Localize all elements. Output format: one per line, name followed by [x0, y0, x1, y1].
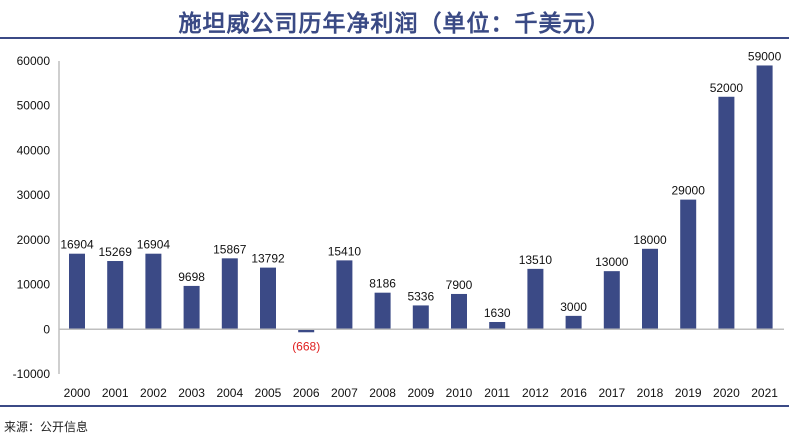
bar-2006	[298, 329, 315, 333]
chart-title: 施坦威公司历年净利润（单位：千美元）	[178, 11, 611, 37]
data-label-2005: 13792	[251, 252, 285, 266]
bar-2007	[336, 260, 353, 330]
y-tick-label: 0	[43, 322, 50, 336]
x-tick-label: 2003	[178, 386, 205, 400]
x-tick-label: 2008	[369, 386, 396, 400]
y-tick-label: 40000	[17, 143, 51, 157]
bar-2020	[718, 96, 735, 330]
data-label-2009: 5336	[407, 289, 434, 303]
bar-2005	[260, 267, 276, 330]
data-label-2006: (668)	[292, 339, 320, 353]
bar-2018	[642, 248, 658, 330]
bar-2002	[145, 253, 162, 330]
x-tick-label: 2002	[140, 386, 167, 400]
data-label-2010: 7900	[446, 278, 473, 292]
bar-2021	[756, 65, 773, 330]
x-tick-label: 2021	[751, 386, 778, 400]
source-note: 来源：公开信息	[4, 420, 89, 434]
x-tick-label: 2019	[675, 386, 702, 400]
bar-2008	[374, 292, 391, 330]
x-tick-label: 2007	[331, 386, 358, 400]
x-tick-label: 2012	[522, 386, 549, 400]
bar-2017	[603, 271, 620, 330]
x-tick-label: 2016	[560, 386, 587, 400]
data-label-2002: 16904	[137, 238, 171, 252]
data-label-2001: 15269	[99, 245, 133, 259]
data-label-2018: 18000	[633, 233, 667, 247]
bar-2012	[527, 268, 544, 330]
bar-2003	[183, 285, 200, 330]
data-label-2007: 15410	[328, 244, 362, 258]
data-label-2019: 29000	[672, 184, 706, 198]
data-label-2020: 52000	[710, 81, 744, 95]
y-tick-label: 10000	[17, 278, 51, 292]
bar-2010	[451, 293, 467, 330]
bar-2000	[69, 253, 85, 330]
data-label-2016: 3000	[560, 300, 587, 314]
data-label-2012: 13510	[519, 253, 553, 267]
bar-2001	[107, 261, 124, 330]
bar-2019	[680, 199, 697, 330]
data-label-2003: 9698	[178, 270, 205, 284]
x-tick-label: 2018	[637, 386, 664, 400]
bar-2009	[412, 305, 429, 330]
x-tick-label: 2001	[102, 386, 129, 400]
data-label-2011: 1630	[484, 306, 511, 320]
data-label-2017: 13000	[595, 255, 629, 269]
bar-2016	[565, 315, 582, 330]
data-label-2004: 15867	[213, 242, 247, 256]
bar-2011	[489, 321, 506, 330]
bar-2004	[221, 258, 238, 330]
x-tick-label: 2004	[216, 386, 243, 400]
y-tick-label: 50000	[17, 99, 51, 113]
x-tick-label: 2005	[255, 386, 282, 400]
x-tick-label: 2017	[598, 386, 625, 400]
x-tick-label: 2000	[64, 386, 91, 400]
data-label-2021: 59000	[748, 49, 782, 63]
data-label-2008: 8186	[369, 277, 396, 291]
y-tick-label: 20000	[17, 233, 51, 247]
data-label-2000: 16904	[60, 238, 94, 252]
x-tick-label: 2006	[293, 386, 320, 400]
x-tick-label: 2011	[484, 386, 510, 400]
y-tick-label: 60000	[17, 54, 51, 68]
x-tick-label: 2010	[446, 386, 473, 400]
y-tick-label: -10000	[13, 367, 51, 381]
x-tick-label: 2009	[407, 386, 434, 400]
x-tick-label: 2020	[713, 386, 740, 400]
y-tick-label: 30000	[17, 188, 51, 202]
